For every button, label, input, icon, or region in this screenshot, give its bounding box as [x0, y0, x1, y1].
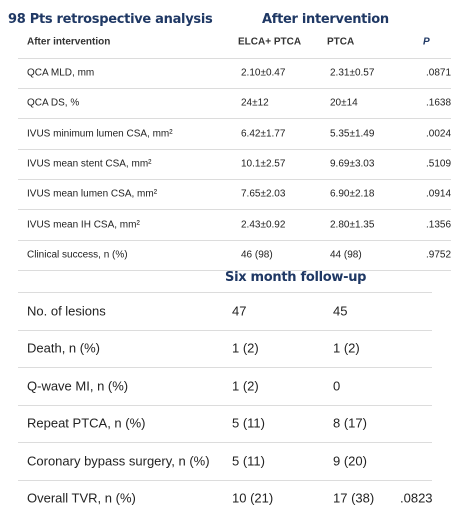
row-divider — [18, 58, 451, 59]
table-cell: .1356 — [426, 219, 451, 230]
table-cell: 24±12 — [241, 97, 269, 109]
row-divider — [18, 148, 451, 150]
table-cell: 2.80±1.35 — [330, 219, 375, 230]
table-cell: 8 (17) — [333, 415, 367, 431]
row-divider — [18, 330, 432, 331]
table-cell: 46 (98) — [241, 249, 273, 261]
row-divider — [18, 178, 451, 180]
table-cell: 45 — [333, 303, 348, 319]
row-label: Death, n (%) — [27, 340, 100, 356]
row-divider — [18, 367, 432, 369]
page-title: 98 Pts retrospective analysis — [8, 12, 213, 27]
table-cell: 44 (98) — [330, 249, 362, 261]
row-label: QCA DS, % — [27, 97, 80, 109]
column-header: After intervention — [27, 36, 111, 48]
table-cell: .0024 — [426, 128, 451, 140]
table-cell: 5 (11) — [232, 453, 265, 469]
table-cell: 5.35±1.49 — [330, 128, 375, 140]
row-divider — [18, 269, 451, 271]
row-label: Overall TVR, n (%) — [27, 490, 136, 506]
row-label: IVUS mean IH CSA, mm² — [27, 219, 140, 230]
table-cell: 1 (2) — [232, 378, 259, 394]
row-label: IVUS mean stent CSA, mm² — [27, 158, 152, 170]
table-cell: 9 (20) — [333, 453, 367, 469]
table-cell: 9.69±3.03 — [330, 158, 375, 170]
table-cell: 2.43±0.92 — [241, 219, 286, 230]
table-cell: .0871 — [426, 67, 451, 79]
row-label: IVUS minimum lumen CSA, mm² — [27, 128, 173, 140]
row-label: Clinical success, n (%) — [27, 249, 128, 261]
table-cell: 10.1±2.57 — [241, 158, 286, 170]
table-cell: 2.31±0.57 — [330, 67, 375, 79]
table-cell: 1 (2) — [333, 340, 360, 356]
table-cell: 6.42±1.77 — [241, 128, 286, 140]
row-divider — [18, 292, 432, 293]
table-cell: 2.10±0.47 — [241, 67, 286, 79]
table-cell: 7.65±2.03 — [241, 188, 286, 200]
table-cell: 17 (38) — [333, 490, 375, 506]
row-divider — [18, 88, 451, 89]
row-divider — [18, 239, 451, 241]
table-cell: .1638 — [426, 97, 451, 109]
row-divider — [18, 479, 432, 481]
table-cell: 10 (21) — [232, 490, 274, 506]
row-label: QCA MLD, mm — [27, 67, 95, 79]
table-cell: 6.90±2.18 — [330, 188, 375, 200]
column-header: PTCA — [327, 36, 355, 48]
row-label: IVUS mean lumen CSA, mm² — [27, 188, 158, 200]
row-label: Q-wave MI, n (%) — [27, 378, 129, 394]
section-title: After intervention — [262, 12, 389, 27]
row-label: Repeat PTCA, n (%) — [27, 415, 146, 431]
table-cell: 1 (2) — [232, 340, 259, 356]
table-cell: .9752 — [426, 249, 451, 261]
table-cell: 47 — [232, 303, 247, 319]
row-label: Coronary bypass surgery, n (%) — [27, 453, 210, 469]
column-header: ELCA+ PTCA — [238, 36, 302, 48]
row-divider — [18, 118, 451, 120]
table-cell: .0914 — [426, 188, 451, 200]
table-cell: .5109 — [426, 158, 451, 170]
table-cell: 5 (11) — [232, 415, 265, 431]
table-cell: 20±14 — [330, 97, 358, 109]
row-divider — [18, 209, 451, 211]
row-divider — [18, 442, 432, 444]
table-cell: .0823 — [400, 490, 433, 506]
row-divider — [18, 404, 432, 406]
row-label: No. of lesions — [27, 303, 106, 319]
column-header: P — [423, 36, 430, 48]
section-title: Six month follow-up — [225, 270, 367, 285]
table-cell: 0 — [333, 378, 341, 394]
